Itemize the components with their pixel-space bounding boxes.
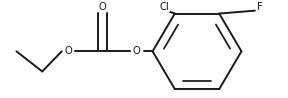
Text: O: O <box>133 46 141 56</box>
Text: F: F <box>257 2 263 12</box>
Text: Cl: Cl <box>160 2 170 12</box>
Text: O: O <box>64 46 72 56</box>
Text: O: O <box>98 2 106 12</box>
